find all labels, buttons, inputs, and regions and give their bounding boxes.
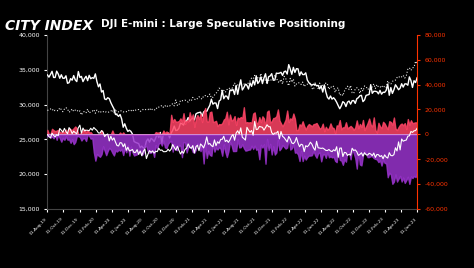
Text: CITY INDEX: CITY INDEX — [5, 19, 93, 33]
Text: DJI E-mini : Large Speculative Positioning: DJI E-mini : Large Speculative Positioni… — [100, 19, 345, 29]
